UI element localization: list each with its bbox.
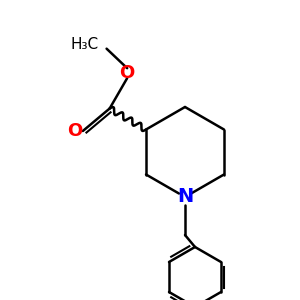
Text: H₃C: H₃C	[70, 37, 99, 52]
Text: O: O	[67, 122, 83, 140]
Text: O: O	[119, 64, 135, 82]
Text: N: N	[177, 188, 193, 206]
